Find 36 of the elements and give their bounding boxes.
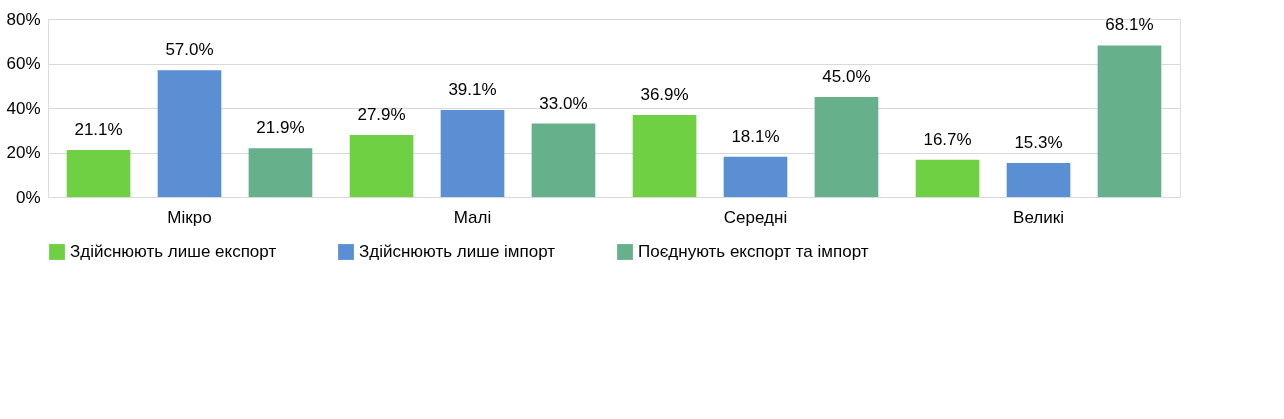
text: 16.7% xyxy=(923,129,972,149)
bar xyxy=(632,114,697,197)
bar xyxy=(440,110,505,197)
bar xyxy=(531,123,596,197)
text: 21.1% xyxy=(74,120,123,140)
legend-label: Поєднують експорт та імпорт xyxy=(638,242,869,261)
bar xyxy=(723,156,788,197)
text: 45.0% xyxy=(822,66,871,86)
x-tick-label: Середні xyxy=(723,207,788,227)
legend-label: Здійснюють лише експорт xyxy=(70,242,277,261)
text: 27.9% xyxy=(357,104,406,124)
y-tick-label: 0% xyxy=(15,187,41,207)
y-tick-label: 80% xyxy=(6,9,41,29)
bar xyxy=(915,159,980,197)
bar xyxy=(66,150,131,197)
y-tick-label: 60% xyxy=(6,54,41,73)
bar xyxy=(814,96,879,197)
bar xyxy=(349,134,414,197)
bar xyxy=(248,148,313,197)
bar xyxy=(1006,162,1071,197)
text: 36.9% xyxy=(640,84,689,104)
text: 39.1% xyxy=(448,80,497,99)
legend-label: Здійснюють лише імпорт xyxy=(359,242,556,261)
y-tick-label: 40% xyxy=(6,98,41,118)
y-tick-label: 20% xyxy=(6,143,41,162)
text: 18.1% xyxy=(731,126,780,146)
text: 68.1% xyxy=(1105,15,1154,35)
bar xyxy=(1097,45,1162,197)
text: 57.0% xyxy=(165,40,214,60)
bar xyxy=(157,70,222,197)
x-tick-label: Мікро xyxy=(167,207,212,227)
x-tick-label: Малі xyxy=(453,207,492,227)
text: 21.9% xyxy=(256,118,305,138)
text: 15.3% xyxy=(1014,132,1063,152)
text: 33.0% xyxy=(539,93,588,113)
x-tick-label: Великі xyxy=(1013,207,1064,227)
